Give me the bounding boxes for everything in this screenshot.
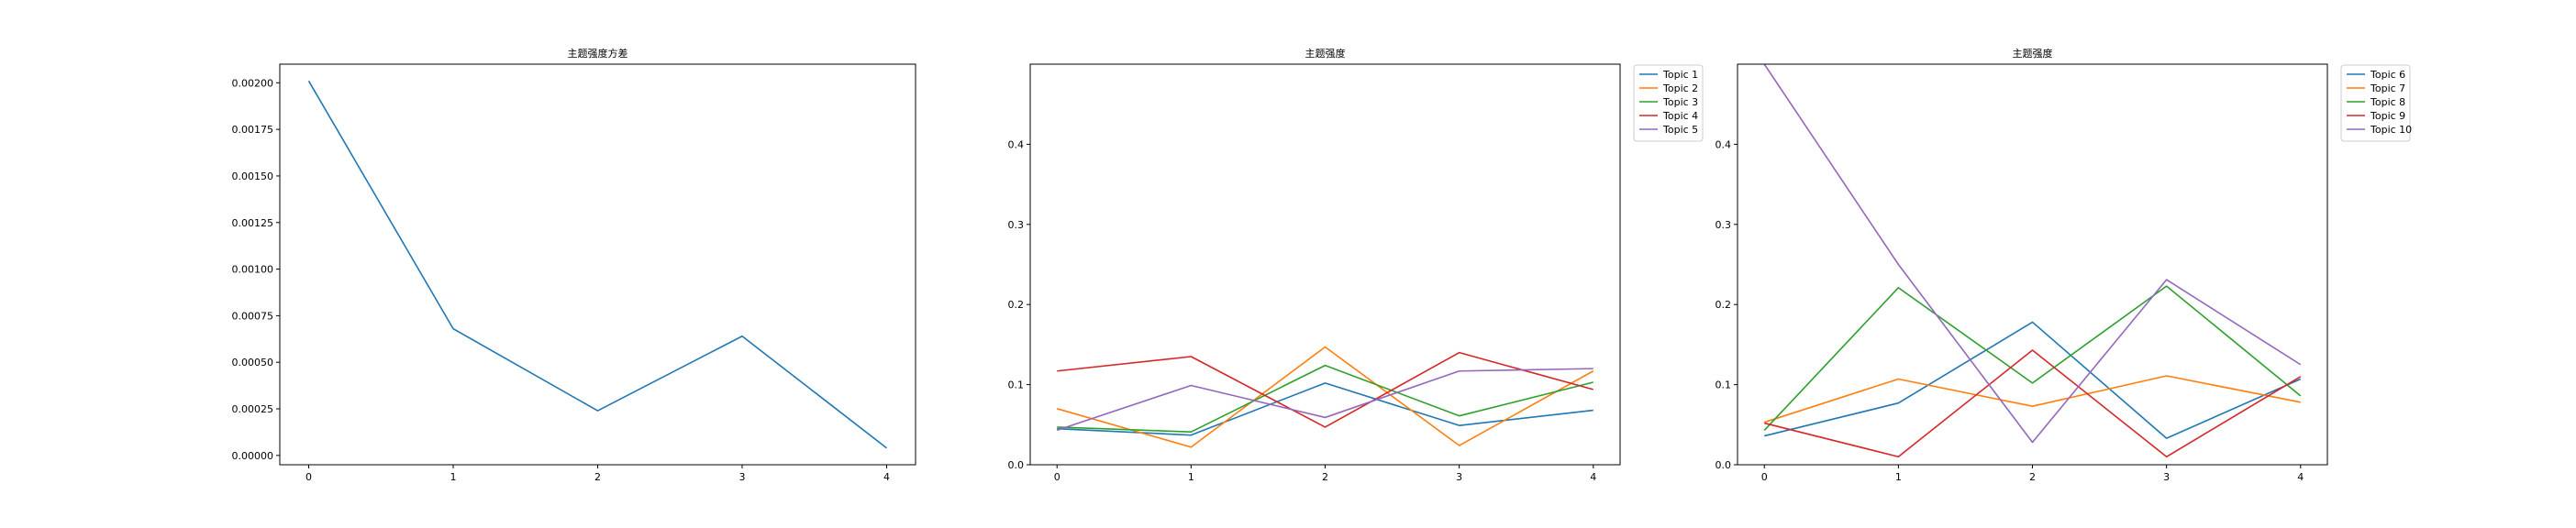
series-line-variance [307,80,887,449]
x-tick-label: 0 [1761,471,1768,483]
series-line-topic-2 [1057,346,1594,448]
y-tick-label: 0.00125 [232,217,274,229]
x-tick-label: 4 [2297,471,2304,483]
legend-label: Topic 4 [1662,110,1698,122]
x-tick-label: 3 [1456,471,1462,483]
series-line-topic-3 [1057,364,1593,433]
series-line-topic-8 [1763,285,2302,431]
x-tick-label: 2 [1322,471,1328,483]
legend-box [2340,64,2411,142]
chart-title: 主题强度 [1305,47,1346,60]
x-tick-label: 1 [1895,471,1902,483]
y-tick-label: 0.0 [1008,459,1025,471]
x-tick-label: 0 [1054,471,1060,483]
y-tick-label: 0.00050 [232,357,274,368]
x-tick-label: 0 [305,471,312,483]
chart-title: 主题强度 [2013,47,2053,60]
y-tick-label: 0.1 [1715,380,1732,391]
y-tick-label: 0.00150 [232,170,274,182]
y-tick-label: 0.00175 [232,124,274,136]
x-tick-label: 2 [594,471,601,483]
y-tick-label: 0.4 [1715,138,1732,150]
y-tick-label: 0.00100 [232,264,274,276]
y-tick-label: 0.00200 [232,77,274,89]
series-group [307,80,887,449]
x-tick-label: 4 [1590,471,1596,483]
x-tick-label: 4 [883,471,890,483]
plot-frame [1737,63,2328,466]
legend-label: Topic 3 [1662,96,1698,108]
series-line-topic-7 [1763,375,2301,424]
legend-label: Topic 10 [2370,124,2412,136]
chart-variance: 主题强度方差 0 1 2 3 4 0.00000 0.00025 0.00050 0.00075… [232,47,916,483]
legend-label: Topic 9 [2370,110,2405,122]
plot-frame [1029,63,1621,466]
legend-box [1633,64,1704,142]
plot-frame [279,63,916,466]
y-tick-label: 0.0 [1715,459,1732,471]
y-tick-label: 0.00000 [232,450,274,462]
y-tick-label: 0.4 [1008,138,1025,150]
y-tick-label: 0.00075 [232,310,274,322]
y-tick-label: 0.2 [1715,299,1732,311]
series-line-topic-6 [1764,321,2302,439]
x-tick-label: 3 [739,471,746,483]
series-line-topic-5 [1056,368,1593,432]
y-tick-label: 0.3 [1008,219,1025,231]
y-tick-label: 0.1 [1008,380,1025,391]
series-line-topic-9 [1764,349,2302,458]
series-group [1056,346,1594,448]
x-tick-label: 1 [450,471,457,483]
legend-label: Topic 2 [1662,82,1698,94]
series-line-topic-4 [1057,351,1593,428]
x-tick-label: 3 [2163,471,2170,483]
chart-title: 主题强度方差 [568,47,628,60]
y-tick-label: 0.00025 [232,403,274,415]
legend-label: Topic 1 [1662,69,1698,81]
legend-label: Topic 7 [2370,82,2405,94]
series-group [1763,64,2302,458]
y-tick-label: 0.2 [1008,299,1025,311]
legend-label: Topic 6 [2370,69,2405,81]
x-tick-label: 1 [1188,471,1194,483]
series-line-topic-10 [1763,64,2302,444]
legend-label: Topic 5 [1662,124,1698,136]
x-tick-label: 2 [2029,471,2036,483]
legend-label: Topic 8 [2370,96,2405,108]
y-tick-label: 0.3 [1715,219,1732,231]
